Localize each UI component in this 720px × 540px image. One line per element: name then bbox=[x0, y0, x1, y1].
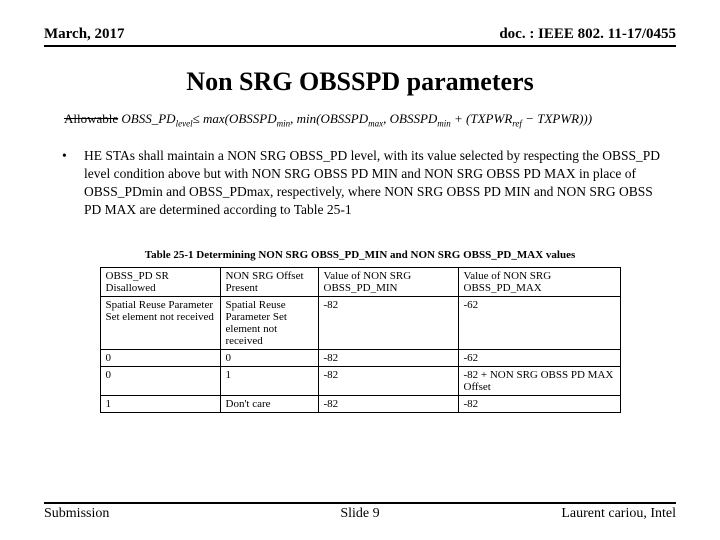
header-bar: March, 2017 doc. : IEEE 802. 11-17/0455 bbox=[44, 26, 676, 47]
table-cell: -62 bbox=[458, 297, 620, 350]
table-cell: -82 bbox=[318, 297, 458, 350]
page-title: Non SRG OBSSPD parameters bbox=[44, 67, 676, 97]
table-header-cell: Value of NON SRG OBSS_PD_MIN bbox=[318, 268, 458, 297]
table-header-row: OBSS_PD SR Disallowed NON SRG Offset Pre… bbox=[100, 268, 620, 297]
table-cell: Spatial Reuse Parameter Set element not … bbox=[100, 297, 220, 350]
footer-bar: Slide 9 Submission Laurent cariou, Intel bbox=[44, 502, 676, 522]
bullet-marker: • bbox=[62, 147, 84, 220]
parameters-table: OBSS_PD SR Disallowed NON SRG Offset Pre… bbox=[100, 267, 621, 413]
table-cell: 1 bbox=[220, 367, 318, 396]
table-cell: Don't care bbox=[220, 396, 318, 413]
table-cell: -62 bbox=[458, 350, 620, 367]
formula-line: Allowable OBSS_PDlevel≤ max(OBSSPDmin, m… bbox=[64, 111, 676, 129]
footer-right: Laurent cariou, Intel bbox=[561, 506, 676, 522]
slide-page: March, 2017 doc. : IEEE 802. 11-17/0455 … bbox=[0, 0, 720, 540]
table-cell: Spatial Reuse Parameter Set element not … bbox=[220, 297, 318, 350]
bullet-text: HE STAs shall maintain a NON SRG OBSS_PD… bbox=[84, 147, 670, 220]
table-header-cell: OBSS_PD SR Disallowed bbox=[100, 268, 220, 297]
header-left: March, 2017 bbox=[44, 26, 125, 43]
bullet-paragraph: • HE STAs shall maintain a NON SRG OBSS_… bbox=[62, 147, 670, 220]
table-cell: 1 bbox=[100, 396, 220, 413]
table-cell: 0 bbox=[100, 367, 220, 396]
header-right: doc. : IEEE 802. 11-17/0455 bbox=[499, 26, 676, 43]
formula-label-struck: Allowable bbox=[64, 111, 118, 126]
table-cell: -82 bbox=[318, 367, 458, 396]
table-header-cell: NON SRG Offset Present bbox=[220, 268, 318, 297]
table-header-cell: Value of NON SRG OBSS_PD_MAX bbox=[458, 268, 620, 297]
table-cell: 0 bbox=[220, 350, 318, 367]
table-cell: -82 bbox=[458, 396, 620, 413]
table-cell: 0 bbox=[100, 350, 220, 367]
table-row: 0 1 -82 -82 + NON SRG OBSS PD MAX Offset bbox=[100, 367, 620, 396]
table-row: 0 0 -82 -62 bbox=[100, 350, 620, 367]
table-caption: Table 25-1 Determining NON SRG OBSS_PD_M… bbox=[44, 249, 676, 261]
formula-expression: OBSS_PDlevel≤ max(OBSSPDmin, min(OBSSPDm… bbox=[121, 111, 592, 126]
table-row: Spatial Reuse Parameter Set element not … bbox=[100, 297, 620, 350]
table-row: 1 Don't care -82 -82 bbox=[100, 396, 620, 413]
table-cell: -82 bbox=[318, 396, 458, 413]
table-cell: -82 + NON SRG OBSS PD MAX Offset bbox=[458, 367, 620, 396]
table-cell: -82 bbox=[318, 350, 458, 367]
footer-left: Submission bbox=[44, 506, 109, 522]
